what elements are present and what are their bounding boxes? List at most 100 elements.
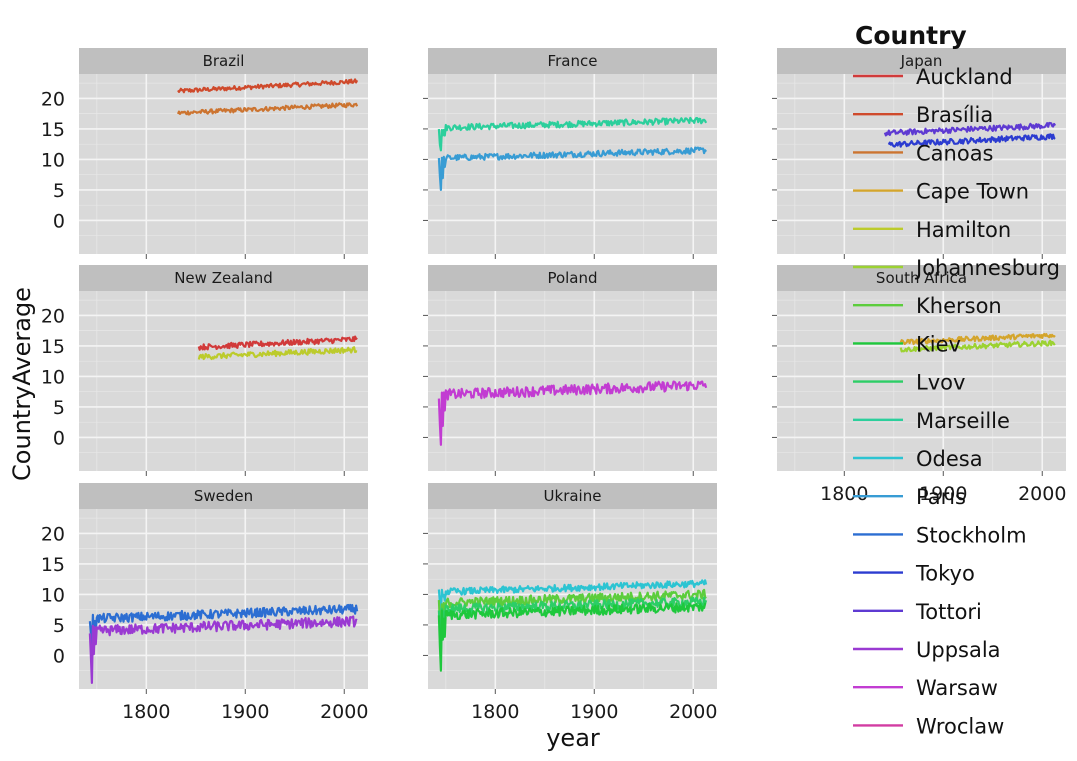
x-tick-label: 2000: [1018, 483, 1066, 505]
panel-japan: Japan: [772, 48, 1066, 259]
legend-item: Tokyo: [853, 562, 975, 586]
panel-background: [428, 291, 717, 471]
y-tick-label: 15: [41, 554, 65, 576]
legend-label: Auckland: [916, 65, 1013, 89]
legend-label: Johannesburg: [914, 256, 1060, 280]
y-tick-label: 10: [41, 149, 65, 171]
panel-new-zealand: New Zealand 0 5 10 15 20: [41, 265, 368, 476]
legend-item: Odesa: [853, 447, 983, 471]
legend-label: Marseille: [916, 409, 1010, 433]
facet-label: France: [548, 52, 598, 70]
series-line-canoas: [176, 102, 359, 116]
legend-item: Marseille: [853, 409, 1010, 433]
legend-label: Cape Town: [916, 180, 1029, 204]
series-line-kiev: [437, 602, 707, 672]
panel-sweden: Sweden 0 5 10 15 20 1800 1900 2000: [41, 483, 368, 723]
y-tick-label: 15: [41, 119, 65, 141]
panel-poland: Poland: [423, 265, 717, 476]
legend-label: Paris: [916, 485, 966, 509]
legend-item: Uppsala: [853, 638, 1001, 662]
panel-south-africa: South Africa 1800 1900 2000: [772, 265, 1066, 505]
facet-label: Sweden: [194, 487, 253, 505]
series-line-marseille: [437, 116, 708, 152]
panel-background: [428, 74, 717, 254]
series-line-stockholm: [88, 603, 359, 645]
x-axis-title: year: [546, 724, 600, 752]
legend-label: Kherson: [916, 294, 1002, 318]
legend-label: Warsaw: [916, 676, 998, 700]
legend-item: Paris: [853, 485, 966, 509]
y-tick-label: 20: [41, 305, 65, 327]
facet-label: Ukraine: [544, 487, 602, 505]
facet-strip: [428, 483, 717, 509]
legend-item: Auckland: [853, 65, 1013, 89]
x-tick-label: 2000: [320, 701, 368, 723]
legend-item: Brasília: [853, 103, 993, 127]
series-line-cape-town: [899, 333, 1056, 346]
legend-item: Warsaw: [853, 676, 998, 700]
panel-france: France: [423, 48, 717, 259]
panel-background: [777, 291, 1066, 471]
legend-label: Lvov: [916, 371, 965, 395]
series-line-hamilton: [197, 346, 358, 361]
facet-strip: [777, 48, 1066, 74]
y-tick-label: 5: [53, 397, 65, 419]
y-tick-label: 15: [41, 336, 65, 358]
legend-item: Tottori: [853, 600, 982, 624]
legend-label: Uppsala: [916, 638, 1001, 662]
legend: Country Auckland Brasília Canoas Cape Town H…: [853, 21, 1060, 738]
series-line-bras-lia: [177, 78, 359, 94]
legend-item: Canoas: [853, 141, 994, 165]
facet-strip: [79, 48, 368, 74]
facet-strip: [79, 483, 368, 509]
series-line-auckland: [197, 335, 358, 351]
legend-label: Tokyo: [915, 562, 975, 586]
series-line-tokyo: [887, 133, 1056, 148]
y-tick-label: 10: [41, 584, 65, 606]
facet-label: Japan: [900, 52, 943, 70]
series-line-paris: [437, 146, 707, 191]
panel-ukraine: Ukraine 1800 1900 2000: [423, 483, 717, 723]
y-tick-label: 10: [41, 366, 65, 388]
panel-brazil: Brazil 0 5 10 15 20: [41, 48, 368, 259]
facet-label: Brazil: [203, 52, 245, 70]
facet-strip: [428, 265, 717, 291]
x-tick-label: 1900: [221, 701, 269, 723]
facet-label: New Zealand: [174, 269, 273, 287]
x-tick-label: 1900: [919, 483, 967, 505]
y-tick-label: 0: [53, 645, 65, 667]
x-tick-label: 1800: [471, 701, 519, 723]
y-tick-label: 0: [53, 210, 65, 232]
legend-item: Lvov: [853, 371, 965, 395]
panel-background: [79, 291, 368, 471]
legend-item: Johannesburg: [853, 256, 1060, 280]
legend-label: Hamilton: [916, 218, 1011, 242]
series-line-warsaw: [437, 380, 708, 446]
legend-label: Tottori: [915, 600, 982, 624]
x-tick-label: 1800: [820, 483, 868, 505]
facet-strip: [428, 48, 717, 74]
y-tick-label: 0: [53, 427, 65, 449]
series-line-tottori: [883, 121, 1057, 137]
y-tick-label: 20: [41, 88, 65, 110]
legend-item: Cape Town: [853, 180, 1029, 204]
facet-strip: [79, 265, 368, 291]
panel-background: [777, 74, 1066, 254]
legend-label: Odesa: [916, 447, 983, 471]
x-tick-label: 1900: [570, 701, 618, 723]
y-tick-label: 5: [53, 615, 65, 637]
y-tick-label: 20: [41, 523, 65, 545]
series-line-kherson: [437, 588, 707, 645]
legend-label: Kiev: [916, 332, 961, 356]
legend-label: Brasília: [916, 103, 993, 127]
series-line-johannesburg: [899, 339, 1056, 353]
legend-label: Stockholm: [916, 523, 1027, 547]
legend-item: Kiev: [853, 332, 961, 356]
x-tick-label: 2000: [669, 701, 717, 723]
series-line-uppsala: [88, 615, 358, 685]
panel-background: [79, 74, 368, 254]
legend-item: Wroclaw: [853, 714, 1004, 738]
legend-label: Wroclaw: [916, 714, 1004, 738]
legend-item: Stockholm: [853, 523, 1027, 547]
